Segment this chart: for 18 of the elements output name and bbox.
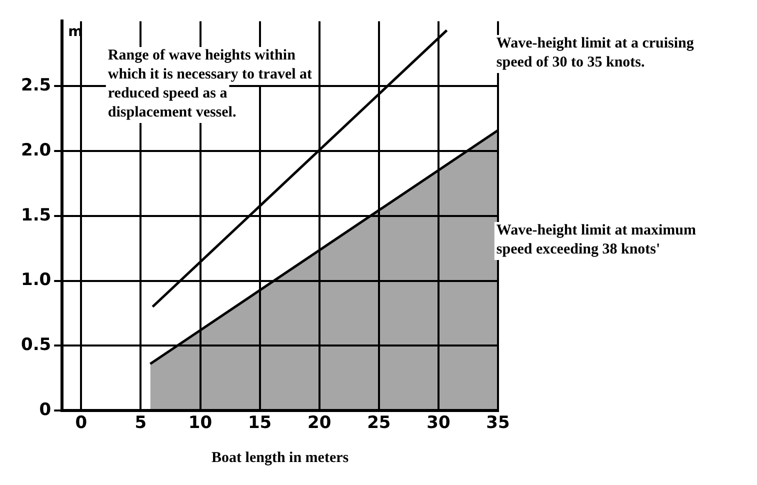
x-tick-label: 25 xyxy=(367,413,391,434)
x-tick-label: 30 xyxy=(426,413,450,434)
y-tick-label: 2.0 xyxy=(20,140,52,160)
x-tick-label: 0 xyxy=(75,413,88,434)
y-tick-label: 1.0 xyxy=(20,270,52,290)
annotation: Wave-height limit at a cruising speed of 30 to 35 knots. xyxy=(496,35,694,70)
y-tick-label: 0.5 xyxy=(20,335,52,356)
annotation: Range of wave heights within which it is necessary to travel at reduced speed as a displacement vessel. xyxy=(108,47,312,120)
x-tick-label: 20 xyxy=(308,413,332,434)
x-tick-label: 35 xyxy=(486,413,510,434)
y-tick-label: 1.5 xyxy=(20,205,52,226)
x-axis-title: Boat length in meters xyxy=(212,450,349,466)
x-tick-label: 15 xyxy=(248,413,272,434)
x-tick-label: 5 xyxy=(134,413,147,434)
annotation: Wave-height limit at maximum speed exceeding 38 knots' xyxy=(496,222,696,258)
y-tick-label: 2.5 xyxy=(20,76,52,96)
y-tick-label: 0 xyxy=(39,400,52,420)
x-tick-label: 10 xyxy=(188,413,212,434)
